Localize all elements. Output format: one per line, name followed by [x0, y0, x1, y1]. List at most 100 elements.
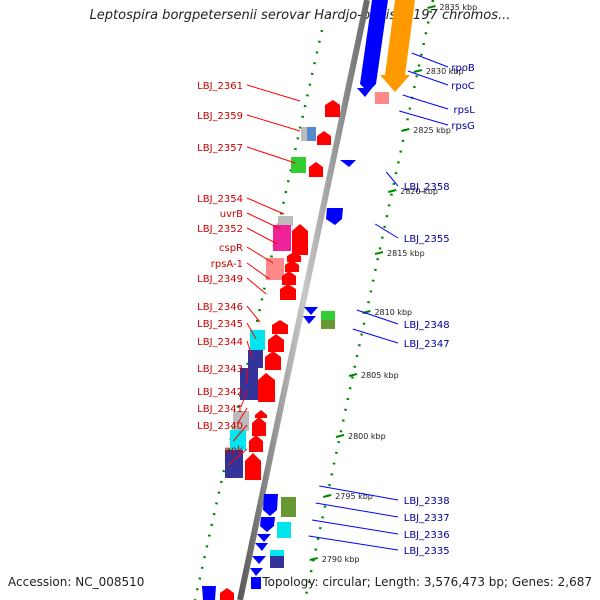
leader-line-left — [246, 340, 253, 358]
gene-uvrB[interactable] — [292, 224, 308, 255]
gene-label-left[interactable]: LBJ_2359 — [197, 111, 243, 122]
gene-LBJ_2354-block[interactable] — [278, 216, 293, 226]
gene-LBJ_2355[interactable] — [326, 208, 343, 225]
gene-label-left[interactable]: LBJ_2346 — [197, 302, 243, 313]
gene-uvrB-block[interactable] — [273, 225, 291, 251]
gene-LBJ_2342[interactable] — [255, 410, 267, 418]
gene-label-left[interactable]: LBJ_2361 — [197, 81, 243, 92]
gene-LBJ_2343-block[interactable] — [240, 368, 258, 400]
leader-line-left — [246, 84, 301, 102]
right-gene-labels: rpoB rpoC rpsL rpsG LBJ_2358 LBJ_2355 LBJ_2348… — [308, 52, 476, 557]
ruler-tick — [388, 189, 397, 193]
gene-LBJ_2359-segment-b[interactable] — [307, 127, 316, 141]
ruler: 2835 kbp 2830 kbp 2825 kbp 2820 kbp 2815 kbp… — [309, 3, 478, 564]
gene-label-left[interactable]: cspR — [219, 243, 243, 254]
ruler-label: 2810 kbp — [374, 308, 412, 317]
gene-cspR[interactable] — [287, 252, 301, 262]
gene-LBJ_2345[interactable] — [268, 334, 284, 352]
gene-rpsA-block[interactable] — [266, 258, 284, 280]
leader-line-left — [246, 227, 278, 245]
gene-bottom-reverse-d[interactable] — [202, 586, 216, 600]
gene-label-left[interactable]: LBJ_2342 — [197, 387, 243, 398]
gene-LBJ_2361[interactable] — [325, 100, 340, 117]
gene-LBJ_2349b[interactable] — [280, 284, 296, 300]
gene-rpsA-1[interactable] — [285, 260, 299, 272]
gene-LBJ_2348[interactable] — [304, 307, 318, 315]
gene-LBJ_2335-block-b[interactable] — [270, 556, 284, 568]
ruler-label: 2795 kbp — [335, 492, 373, 501]
gene-label-left[interactable]: LBJ_2357 — [197, 143, 243, 154]
gene-LBJ_2336-block[interactable] — [277, 522, 291, 538]
accession-text: Accession: NC_008510 — [8, 575, 145, 589]
leader-line-left — [246, 246, 274, 264]
gene-label-right[interactable]: rpoB — [451, 63, 475, 74]
gene-LBJ_2358[interactable] — [340, 160, 356, 167]
gene-label-left[interactable]: LBJ_2354 — [197, 194, 243, 205]
gene-LBJ_2342-block[interactable] — [233, 411, 249, 431]
ruler-label: 2835 kbp — [440, 3, 478, 12]
leader-line-left — [246, 322, 257, 340]
gene-bottom-reverse-b[interactable] — [250, 568, 263, 576]
gene-label-left[interactable]: LBJ_2341 — [197, 404, 243, 415]
gene-label-left[interactable]: LBJ_2349 — [197, 274, 243, 285]
gene-ppk-block[interactable] — [225, 450, 243, 478]
ruler-tick — [322, 494, 332, 498]
gene-LBJ_2340-block[interactable] — [230, 430, 246, 450]
gene-label-left[interactable]: LBJ_2340 — [197, 421, 243, 432]
gene-LBJ_2343[interactable] — [258, 373, 275, 402]
gene-label-right[interactable]: LBJ_2347 — [404, 339, 450, 350]
gene-label-right[interactable]: LBJ_2358 — [404, 182, 450, 193]
gene-label-left[interactable]: LBJ_2345 — [197, 319, 243, 330]
gene-rpoB[interactable] — [360, 0, 388, 92]
gene-label-right[interactable]: LBJ_2335 — [404, 546, 450, 557]
gene-LBJ_2338-block[interactable] — [281, 497, 296, 517]
gene-label-right[interactable]: LBJ_2336 — [404, 530, 450, 541]
gene-LBJ_2337[interactable] — [260, 517, 275, 532]
gene-label-right[interactable]: rpsG — [451, 121, 474, 132]
ruler-tick — [309, 557, 318, 561]
gene-label-left[interactable]: LBJ_2343 — [197, 364, 243, 375]
gene-ppk[interactable] — [245, 453, 261, 480]
gene-label-left[interactable]: ppk — [225, 445, 244, 456]
gene-bottom-reverse[interactable] — [252, 556, 266, 564]
gene-bottom-reverse-c[interactable] — [251, 577, 261, 589]
gene-LBJ_2357[interactable] — [309, 162, 323, 177]
gene-LBJ_2338[interactable] — [263, 494, 278, 516]
gene-LBJ_2344[interactable] — [265, 351, 281, 370]
gene-LBJ_2347-block-b[interactable] — [321, 320, 335, 329]
forward-features — [220, 100, 340, 600]
ruler-tick — [374, 251, 384, 255]
gene-LBJ_2340[interactable] — [249, 435, 263, 452]
gene-label-right[interactable]: LBJ_2338 — [404, 496, 450, 507]
ruler-tick — [335, 434, 345, 438]
gene-rpoC[interactable] — [385, 0, 415, 75]
gene-label-right[interactable]: LBJ_2348 — [404, 320, 450, 331]
gene-rpsL[interactable] — [357, 88, 372, 97]
gene-rpsG-block[interactable] — [375, 92, 389, 104]
gene-LBJ_2357-block[interactable] — [291, 157, 306, 173]
gene-LBJ_2336[interactable] — [257, 534, 271, 542]
gene-LBJ_2359b[interactable] — [317, 131, 331, 145]
gene-bottom-forward[interactable] — [220, 588, 234, 600]
leader-line-left — [246, 146, 296, 164]
leader-line-left — [245, 367, 248, 385]
gene-label-right[interactable]: LBJ_2355 — [404, 234, 450, 245]
left-gene-labels: LBJ_2361 LBJ_2359 LBJ_2357 LBJ_2354 uvrB LBJ_… — [197, 81, 301, 466]
gene-rpoC-tip[interactable] — [380, 75, 410, 92]
gene-label-right[interactable]: rpoC — [451, 81, 475, 92]
gene-label-left[interactable]: rpsA-1 — [211, 259, 243, 270]
gene-LBJ_2349[interactable] — [282, 271, 296, 285]
gene-label-left[interactable]: LBJ_2344 — [197, 337, 243, 348]
gene-LBJ_2341[interactable] — [252, 417, 266, 436]
gene-label-left[interactable]: LBJ_2352 — [197, 224, 243, 235]
leader-line-left — [246, 212, 281, 230]
gene-LBJ_2346[interactable] — [272, 320, 288, 334]
leader-line-right — [356, 309, 399, 325]
gene-LBJ_2335[interactable] — [255, 543, 268, 551]
gene-LBJ_2348b[interactable] — [303, 316, 316, 324]
gene-label-left[interactable]: uvrB — [220, 209, 243, 220]
leader-line-right — [319, 485, 399, 501]
gene-label-right[interactable]: rpsL — [454, 105, 476, 116]
gene-label-right[interactable]: LBJ_2337 — [404, 513, 450, 524]
